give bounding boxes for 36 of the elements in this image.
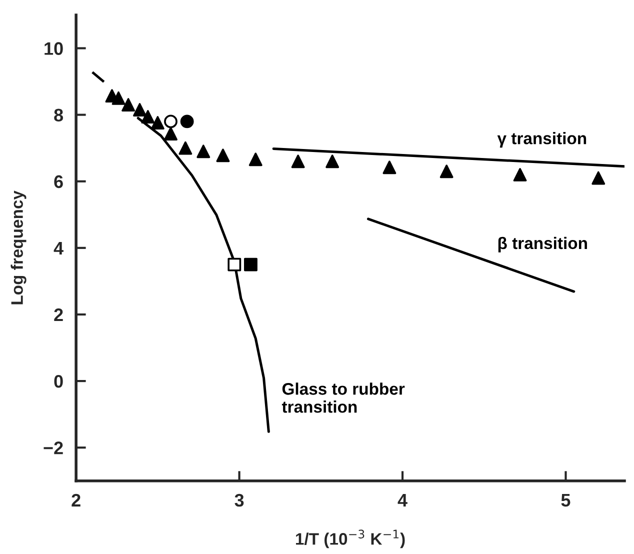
point xyxy=(122,98,136,112)
point xyxy=(440,164,454,178)
point xyxy=(382,160,396,174)
point xyxy=(244,258,258,272)
x-tick-label: 3 xyxy=(234,494,244,507)
point xyxy=(228,258,242,272)
point xyxy=(164,114,178,128)
point xyxy=(150,116,164,130)
point xyxy=(180,114,194,128)
point xyxy=(592,171,606,185)
point xyxy=(326,154,340,168)
y-tick-label: 0 xyxy=(54,374,63,388)
series-label: Glass to rubber transition xyxy=(282,382,405,413)
point xyxy=(133,103,146,117)
series-label: β transition xyxy=(498,236,587,252)
x-tick-label: 5 xyxy=(561,494,570,507)
point xyxy=(112,91,126,105)
x-tick-label: 4 xyxy=(398,494,408,506)
y-tick-label: 2 xyxy=(54,308,63,322)
y-tick-label: −2 xyxy=(44,442,63,454)
point xyxy=(513,168,527,182)
point xyxy=(291,154,305,168)
point xyxy=(216,148,230,162)
y-tick-label: 8 xyxy=(54,108,64,122)
y-tick-label: 10 xyxy=(44,42,63,55)
series-label: γ transition xyxy=(497,132,586,148)
x-tick-label: 2 xyxy=(72,494,80,506)
y-tick-label: 6 xyxy=(54,175,63,188)
y-tick-label: 4 xyxy=(54,242,64,254)
x-axis-title: 1/T (10$^{−3}$ K$^{−1}$) xyxy=(296,530,405,548)
point xyxy=(141,110,155,124)
point xyxy=(164,127,178,140)
y-axis-title: Log frequency xyxy=(10,190,26,304)
point xyxy=(248,152,262,166)
point xyxy=(178,141,192,155)
point xyxy=(196,144,210,158)
